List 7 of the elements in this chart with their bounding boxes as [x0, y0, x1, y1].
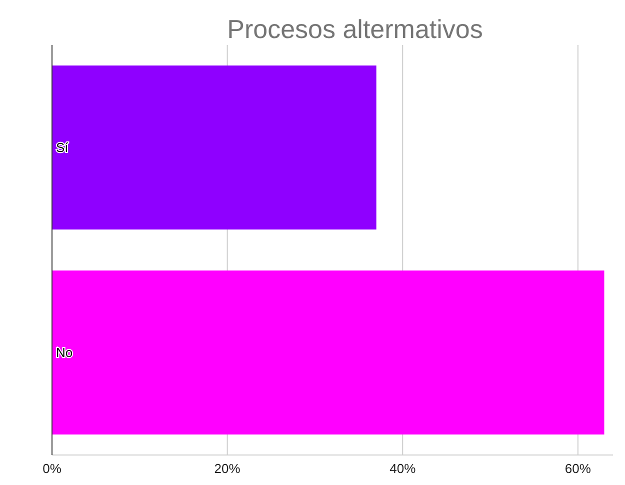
x-tick-label: 20% — [214, 461, 241, 476]
y-tick-label: Sí — [56, 140, 69, 156]
x-tick-label: 60% — [564, 461, 592, 476]
y-tick-label: No — [56, 345, 73, 360]
x-tick-label: 0% — [42, 461, 62, 476]
x-tick-label: 40% — [390, 461, 416, 476]
chart-title: Procesos altermativos — [227, 14, 483, 44]
